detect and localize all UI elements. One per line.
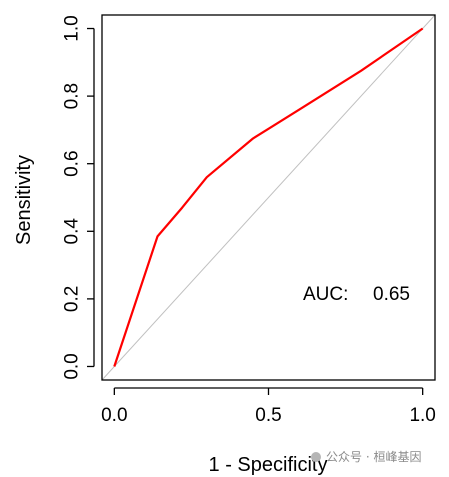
watermark: 公众号 · 桓峰基因	[311, 449, 421, 464]
auc-annotation: AUC: 0.65	[303, 284, 410, 305]
x-tick-label: 0.0	[101, 405, 127, 426]
y-tick-label: 0.0	[62, 353, 83, 379]
reference-diagonal	[101, 14, 436, 381]
y-tick-label: 0.8	[62, 83, 83, 109]
x-axis: 0.0 0.5 1.0	[101, 387, 436, 426]
x-tick-label: 0.5	[255, 405, 281, 426]
y-tick-label: 0.6	[62, 150, 83, 176]
y-tick-label: 0.4	[62, 218, 83, 245]
auc-label: AUC:	[303, 284, 348, 305]
x-tick-label: 1.0	[409, 405, 435, 426]
y-axis-title: Sensitivity	[13, 155, 35, 245]
x-axis-title: 1 - Specificity	[209, 454, 328, 476]
y-tick-label: 0.2	[62, 286, 83, 312]
wechat-icon	[311, 452, 321, 462]
reference-layer	[101, 14, 436, 381]
watermark-text: 公众号 · 桓峰基因	[326, 449, 421, 464]
series-layer	[113, 27, 424, 367]
y-axis: 0.0 0.2 0.4 0.6 0.8 1.0	[62, 15, 95, 380]
auc-value: 0.65	[373, 284, 410, 305]
y-tick-label: 1.0	[62, 15, 83, 41]
roc-curve-series	[113, 27, 424, 367]
plot-frame	[101, 14, 436, 381]
